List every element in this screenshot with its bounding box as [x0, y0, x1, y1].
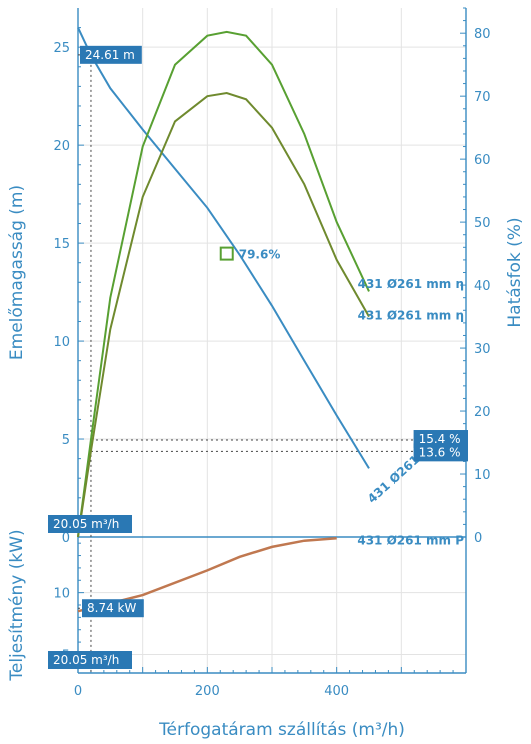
power-axis-title: Teljesítmény (kW): [7, 529, 27, 681]
x-axis-title: Térfogatáram szállítás (m³/h): [158, 720, 405, 740]
y-tick-label: 25: [53, 41, 70, 56]
series-line-eta-upper: [77, 30, 370, 538]
y-right-tick-label: 20: [474, 405, 491, 420]
y-tick-label: 15: [53, 237, 70, 252]
y-right-tick-label: 60: [474, 153, 491, 168]
y-right-axis-title: Hatásfok (%): [505, 217, 525, 327]
y-right-tick-label: 40: [474, 279, 491, 294]
series-line-head: [77, 27, 370, 469]
power-tick-label: 10: [53, 587, 70, 602]
flow-value-label-top: 20.05 m³/h: [53, 517, 119, 531]
y-right-tick-label: 80: [474, 27, 491, 42]
y-right-tick-label: 0: [474, 531, 482, 546]
marker-bep-label: 79.6%: [239, 248, 281, 262]
eta-lower-value-label: 13.6 %: [419, 445, 461, 459]
flow-value-label-bottom-box: [48, 651, 132, 669]
y-tick-label: 10: [53, 335, 70, 350]
curve-label-eta-upper: 431 Ø261 mm η: [358, 277, 464, 291]
x-tick-label: 200: [195, 684, 220, 699]
y-tick-label: 5: [62, 433, 70, 448]
y-right-tick-label: 50: [474, 216, 491, 231]
eta-lower-value-label-box: [413, 443, 468, 462]
flow-value-label-bottom: 20.05 m³/h: [53, 653, 119, 667]
power-value-label: 8.74 kW: [87, 601, 136, 615]
curve-label-head: 431 Ø261: [365, 452, 422, 506]
eta-upper-value-label: 15.4 %: [419, 432, 461, 446]
y-tick-label: 20: [53, 139, 70, 154]
x-tick-label: 400: [324, 684, 349, 699]
x-tick-label: 0: [74, 684, 82, 699]
flow-value-label-top-box: [48, 515, 132, 533]
y-right-tick-label: 30: [474, 342, 491, 357]
y-right-tick-label: 10: [474, 468, 491, 483]
head-value-label: 24.61 m: [85, 48, 135, 62]
series-line-eta-lower: [77, 91, 370, 538]
y-right-tick-label: 70: [474, 90, 491, 105]
power-value-label-box: [82, 599, 144, 618]
head-value-label-box: [80, 45, 142, 64]
power-tick-label: 0: [62, 531, 70, 546]
curve-label-power: 431 Ø261 mm P: [357, 533, 464, 547]
curve-label-eta-lower: 431 Ø261 mm η: [358, 309, 464, 323]
y-axis-title: Emelőmagasság (m): [7, 185, 27, 360]
marker-bep: [219, 246, 234, 261]
